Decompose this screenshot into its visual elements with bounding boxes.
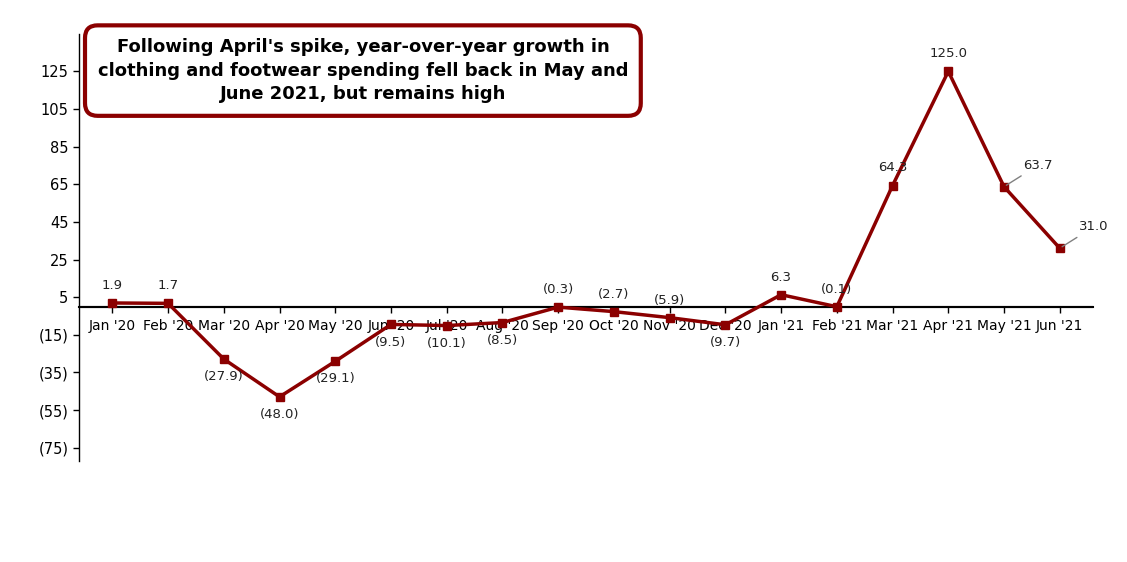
Text: (27.9): (27.9) — [204, 370, 243, 383]
Text: (8.5): (8.5) — [487, 334, 518, 347]
Text: 1.7: 1.7 — [158, 279, 178, 292]
Text: (10.1): (10.1) — [427, 337, 467, 350]
Text: (29.1): (29.1) — [316, 373, 355, 386]
Text: (0.1): (0.1) — [822, 283, 852, 296]
Text: (2.7): (2.7) — [598, 288, 630, 301]
Text: 63.7: 63.7 — [1006, 158, 1053, 185]
Text: Following April's spike, year-over-year growth in
clothing and footwear spending: Following April's spike, year-over-year … — [98, 38, 628, 103]
Text: (9.7): (9.7) — [710, 336, 740, 349]
Text: 125.0: 125.0 — [930, 47, 967, 60]
Text: 6.3: 6.3 — [771, 270, 791, 284]
Text: 64.3: 64.3 — [878, 161, 907, 174]
Text: 1.9: 1.9 — [101, 279, 123, 292]
Text: 31.0: 31.0 — [1062, 220, 1109, 247]
Text: (5.9): (5.9) — [654, 293, 685, 306]
Text: (48.0): (48.0) — [259, 408, 300, 421]
Text: (9.5): (9.5) — [375, 336, 407, 348]
Text: (0.3): (0.3) — [542, 283, 574, 296]
